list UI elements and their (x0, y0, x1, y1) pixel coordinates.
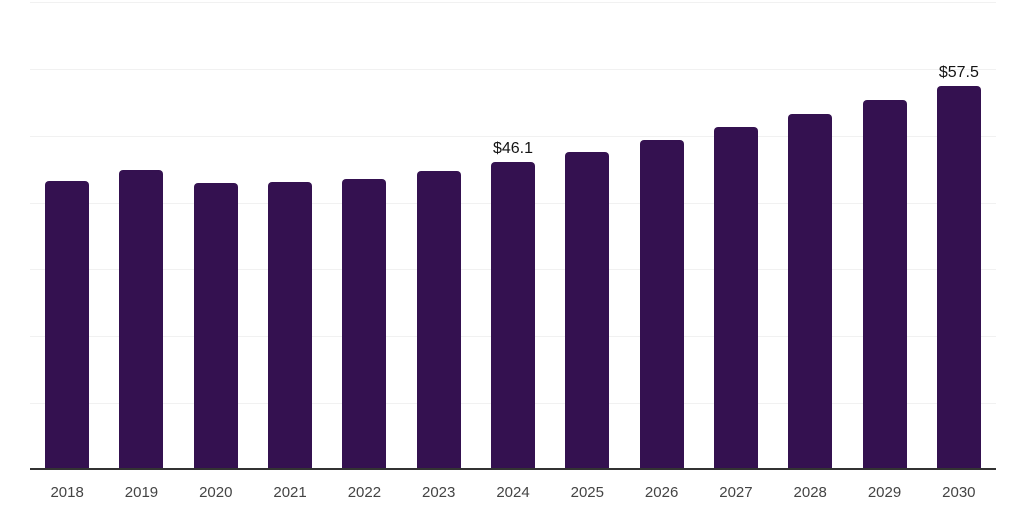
x-tick-label-2029: 2029 (867, 484, 902, 501)
x-tick-label-2030: 2030 (942, 484, 976, 501)
bar-2030 (936, 85, 981, 470)
x-axis-line (30, 468, 996, 470)
bar-2028 (788, 114, 833, 470)
x-tick-label-2027: 2027 (719, 484, 753, 501)
x-tick-label-2020: 2020 (199, 484, 233, 501)
x-tick-label-2023: 2023 (422, 484, 456, 501)
gridline (30, 2, 996, 3)
bar-2029 (862, 100, 907, 470)
bar-2027 (713, 127, 758, 470)
bar-2022 (342, 178, 387, 470)
gridline (30, 68, 996, 70)
bar-2025 (565, 151, 610, 470)
gridline (30, 135, 996, 137)
x-tick-label-2019: 2019 (124, 484, 159, 501)
bar-2024 (491, 161, 535, 470)
x-tick-label-2024: 2024 (496, 484, 530, 501)
bar-2023 (416, 171, 461, 470)
x-tick-label-2028: 2028 (793, 484, 827, 501)
x-tick-label-2025: 2025 (570, 484, 604, 501)
bar-2020 (193, 183, 238, 470)
bar-2021 (268, 181, 313, 470)
bar-2019 (119, 170, 164, 470)
x-tick-label-2026: 2026 (644, 484, 679, 501)
data-label-2024: $46.1 (492, 139, 534, 157)
bar-2026 (639, 139, 684, 470)
data-label-2030: $57.5 (938, 63, 979, 81)
bar-2018 (45, 181, 90, 470)
x-tick-label-2022: 2022 (347, 484, 382, 501)
x-tick-label-2021: 2021 (273, 484, 307, 501)
x-tick-label-2018: 2018 (50, 484, 84, 501)
